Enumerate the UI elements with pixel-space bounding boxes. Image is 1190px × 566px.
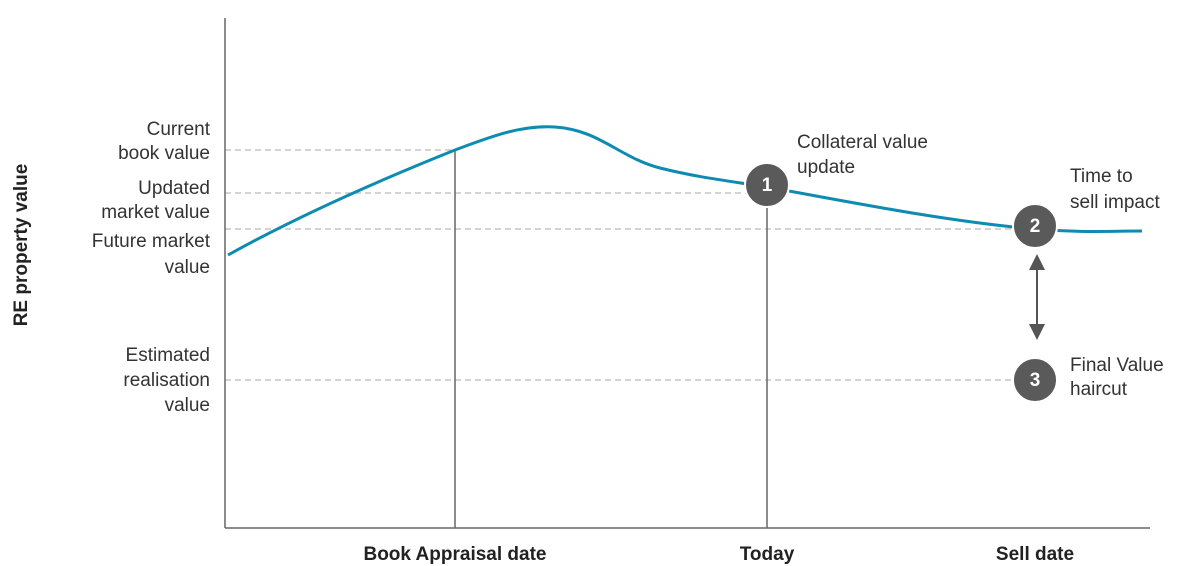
marker-number: 1 [762, 175, 773, 196]
x-label: Today [740, 544, 795, 565]
marker-label: haircut [1070, 379, 1128, 400]
level-label: market value [101, 202, 210, 223]
level-label: Current [147, 119, 211, 140]
marker-label: Final Value [1070, 355, 1164, 376]
marker-label: update [797, 157, 855, 178]
level-label: Estimated [126, 345, 210, 366]
y-axis-label: RE property value [11, 164, 32, 327]
marker-label: Collateral value [797, 132, 928, 153]
level-label: book value [118, 143, 210, 164]
marker-label: Time to [1070, 166, 1133, 187]
marker [1012, 203, 1058, 249]
level-label: value [165, 257, 210, 278]
marker-number: 3 [1030, 370, 1041, 391]
level-label: realisation [123, 370, 210, 391]
level-label: Updated [138, 178, 210, 199]
x-label: Sell date [996, 544, 1074, 565]
value-curve [227, 125, 1143, 257]
marker-number: 2 [1030, 216, 1041, 237]
marker [1012, 357, 1058, 403]
marker-label: sell impact [1070, 192, 1160, 213]
level-label: Future market [92, 231, 211, 252]
marker [744, 162, 790, 208]
level-label: value [165, 395, 210, 416]
x-label: Book Appraisal date [363, 544, 546, 565]
